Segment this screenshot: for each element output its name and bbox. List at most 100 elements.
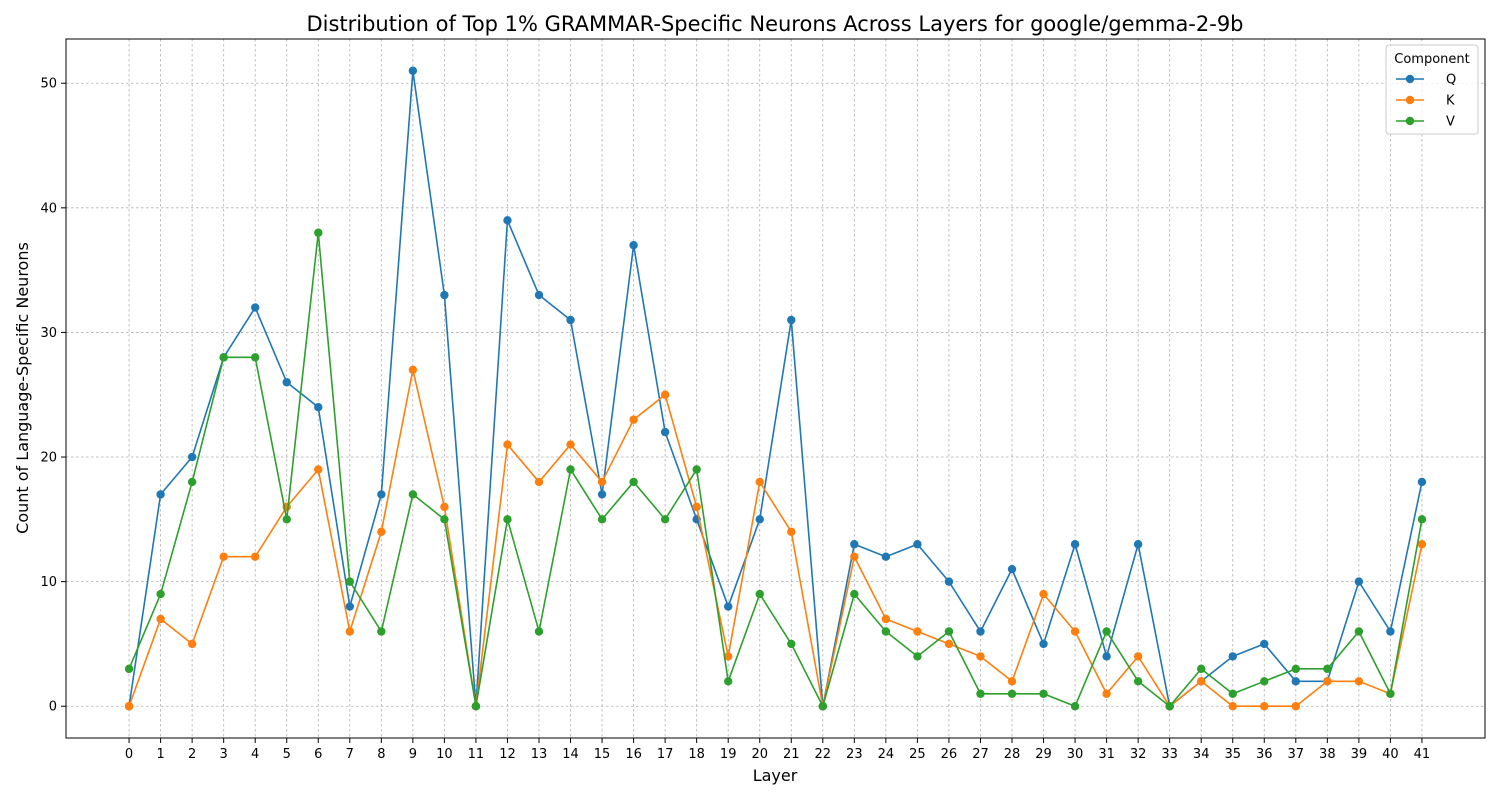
data-point-K — [1070, 627, 1080, 636]
data-point-K — [1039, 589, 1048, 599]
data-point-V — [724, 677, 733, 686]
series-line-Q — [128, 69, 1423, 708]
series-lines — [124, 66, 1427, 711]
data-point-Q — [660, 427, 670, 437]
data-point-V — [755, 589, 764, 599]
data-point-K — [1133, 652, 1143, 661]
data-point-Q — [534, 290, 544, 300]
data-point-V — [187, 477, 197, 487]
x-tick-label: 4 — [251, 747, 259, 762]
data-point-V — [251, 353, 260, 362]
data-point-Q — [976, 627, 985, 636]
data-point-V — [282, 515, 291, 524]
data-point-Q — [377, 490, 386, 499]
x-tick-label: 1 — [156, 747, 164, 762]
data-point-K — [314, 465, 323, 474]
x-tick-label: 28 — [1004, 747, 1021, 762]
data-point-Q — [1386, 627, 1395, 636]
x-tick-label: 39 — [1351, 747, 1368, 762]
data-point-K — [124, 702, 134, 711]
legend-title: Component — [1394, 52, 1469, 67]
data-point-K — [597, 477, 607, 487]
data-point-K — [944, 639, 954, 649]
data-point-K — [629, 415, 638, 424]
y-tick-label: 0 — [49, 700, 57, 715]
data-point-V — [377, 627, 386, 636]
data-point-V — [1133, 677, 1143, 686]
data-point-V — [1197, 664, 1206, 674]
x-tick-label: 29 — [1035, 747, 1052, 762]
series-Q — [124, 66, 1427, 711]
x-tick-label: 24 — [878, 747, 895, 762]
data-point-Q — [282, 378, 291, 387]
x-tick-label: 12 — [499, 747, 516, 762]
x-tick-label: 11 — [468, 747, 485, 762]
plot-frame — [65, 38, 1486, 739]
data-point-V — [660, 515, 670, 524]
x-tick-label: 13 — [531, 747, 548, 762]
data-point-Q — [944, 577, 954, 586]
data-point-Q — [597, 490, 607, 499]
data-point-Q — [440, 290, 449, 300]
data-point-V — [1291, 664, 1301, 674]
data-point-V — [629, 477, 638, 487]
y-axis-label: Count of Language-Specific Neurons — [13, 242, 32, 534]
data-point-Q — [251, 303, 260, 312]
data-point-Q — [1133, 540, 1143, 549]
x-tick-label: 41 — [1414, 747, 1431, 762]
legend-label-V: V — [1446, 115, 1455, 130]
data-point-V — [1260, 677, 1269, 686]
x-tick-label: 30 — [1067, 747, 1084, 762]
x-tick-label: 14 — [562, 747, 579, 762]
data-point-V — [1228, 689, 1237, 698]
data-point-K — [251, 552, 260, 561]
data-point-V — [156, 589, 165, 599]
x-tick-label: 35 — [1224, 747, 1241, 762]
x-tick-label: 36 — [1256, 747, 1273, 762]
data-point-V — [345, 577, 354, 586]
data-point-Q — [881, 552, 891, 561]
data-point-K — [755, 477, 764, 487]
data-point-Q — [913, 540, 922, 549]
data-point-V — [566, 465, 575, 474]
data-point-K — [503, 440, 512, 449]
legend: Component QKV — [1385, 44, 1479, 135]
data-point-K — [1007, 677, 1017, 686]
data-point-Q — [755, 515, 764, 524]
x-tick-label: 31 — [1098, 747, 1115, 762]
x-tick-label: 16 — [625, 747, 642, 762]
y-tick-label: 10 — [40, 575, 57, 590]
data-point-Q — [1291, 677, 1301, 686]
data-point-V — [1070, 702, 1080, 711]
x-tick-label: 15 — [594, 747, 611, 762]
data-point-K — [787, 527, 796, 536]
data-point-Q — [1228, 652, 1237, 661]
data-point-V — [1323, 664, 1332, 674]
data-point-Q — [1354, 577, 1364, 586]
x-axis-ticks: 0 1 2 3 4 5 6 7 8 9 10 11 12 13 14 15 16 17 18 19 20 21 22 23 24… — [125, 738, 1430, 762]
data-point-Q — [187, 452, 197, 462]
series-V — [124, 228, 1427, 711]
data-point-K — [377, 527, 386, 536]
data-point-Q — [1070, 540, 1080, 549]
data-point-V — [1354, 627, 1364, 636]
data-point-Q — [566, 315, 575, 325]
x-tick-label: 17 — [657, 747, 674, 762]
data-point-V — [503, 515, 512, 524]
legend-entry-K: K — [1396, 94, 1455, 109]
x-tick-label: 0 — [125, 747, 133, 762]
data-point-V — [850, 589, 859, 599]
legend-label-K: K — [1446, 94, 1455, 109]
y-tick-label: 20 — [40, 451, 57, 466]
data-point-K — [1260, 702, 1269, 711]
x-tick-label: 20 — [751, 747, 768, 762]
data-point-K — [156, 614, 165, 624]
x-tick-label: 40 — [1382, 747, 1399, 762]
data-point-K — [660, 390, 670, 399]
data-point-K — [566, 440, 575, 449]
data-point-Q — [724, 602, 733, 611]
y-tick-label: 30 — [40, 326, 57, 341]
data-point-V — [471, 702, 481, 711]
data-point-Q — [1007, 564, 1017, 574]
